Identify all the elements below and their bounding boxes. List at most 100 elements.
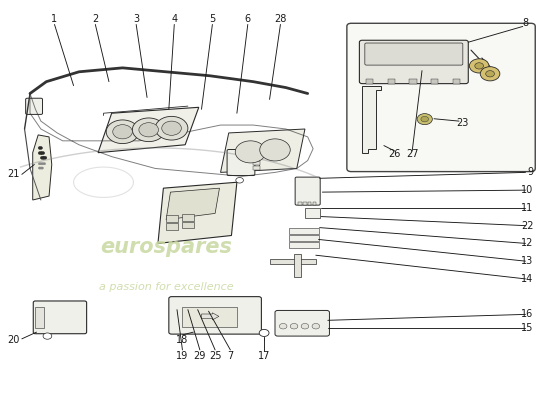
Circle shape [235,141,266,163]
Polygon shape [221,129,305,172]
FancyBboxPatch shape [33,301,86,334]
Circle shape [38,167,41,169]
Text: 14: 14 [521,274,534,284]
Bar [183,307,237,327]
Circle shape [486,71,494,77]
FancyBboxPatch shape [295,177,320,205]
Bar [289,228,318,234]
Bar [289,242,318,248]
Bar [388,79,395,84]
Bar [253,166,260,170]
Bar [302,202,306,205]
Text: 2: 2 [92,14,98,24]
Circle shape [42,156,47,159]
Circle shape [43,333,52,339]
Polygon shape [166,188,219,220]
Circle shape [38,146,42,150]
Bar [312,202,316,205]
Text: 18: 18 [177,335,189,345]
Text: 11: 11 [521,203,534,213]
Text: 20: 20 [8,335,20,345]
Text: a passion for excellence: a passion for excellence [99,282,233,292]
Circle shape [133,118,165,142]
Bar [453,79,460,84]
Circle shape [42,162,46,165]
Text: 15: 15 [521,323,534,333]
Text: 26: 26 [389,149,401,159]
Circle shape [259,329,269,336]
Text: 21: 21 [8,169,20,179]
Circle shape [139,123,158,137]
Bar [294,254,301,277]
Circle shape [38,162,41,165]
Circle shape [155,116,188,140]
Bar [366,79,373,84]
Circle shape [38,152,42,155]
Circle shape [301,324,309,329]
Text: 5: 5 [209,14,216,24]
Text: 23: 23 [456,118,469,128]
Text: 29: 29 [194,351,206,361]
Bar [431,79,438,84]
FancyBboxPatch shape [275,310,329,336]
Text: 10: 10 [521,185,534,195]
Circle shape [162,121,182,135]
FancyBboxPatch shape [347,23,535,172]
Text: 7: 7 [227,351,234,361]
Text: 12: 12 [521,238,534,248]
Text: 4: 4 [171,14,177,24]
Text: 9: 9 [527,167,533,177]
Text: 16: 16 [521,309,534,319]
Polygon shape [98,107,199,153]
Circle shape [312,324,320,329]
Text: 6: 6 [245,14,251,24]
Bar [253,155,260,158]
Bar [232,158,258,170]
FancyBboxPatch shape [26,98,42,114]
Circle shape [279,324,287,329]
Circle shape [236,178,244,183]
FancyBboxPatch shape [169,297,261,334]
FancyBboxPatch shape [365,43,463,65]
FancyArrow shape [201,313,219,320]
Text: 8: 8 [522,18,529,28]
Circle shape [106,120,139,144]
Bar [166,223,178,230]
Circle shape [40,156,45,159]
Bar [35,306,43,328]
Polygon shape [158,182,237,243]
FancyBboxPatch shape [359,40,468,84]
Bar [183,214,194,220]
Circle shape [469,59,489,73]
Bar [183,222,194,228]
Text: 27: 27 [406,149,419,159]
Circle shape [113,125,133,139]
Circle shape [260,139,290,161]
Bar [298,202,302,205]
Text: 22: 22 [521,221,534,231]
Text: 19: 19 [177,351,189,361]
Circle shape [290,324,298,329]
Circle shape [475,63,483,69]
Polygon shape [362,86,381,153]
Circle shape [40,162,43,165]
Text: 17: 17 [258,351,270,361]
Circle shape [40,152,45,155]
Bar [166,215,178,222]
Circle shape [417,114,432,125]
Bar [305,208,320,218]
FancyBboxPatch shape [227,150,255,176]
Text: eurospares: eurospares [100,237,232,257]
Circle shape [40,167,43,169]
Bar [270,259,316,264]
Bar [410,79,416,84]
Circle shape [421,116,428,122]
Text: 25: 25 [209,351,221,361]
Text: 28: 28 [274,14,287,24]
Text: 1: 1 [52,14,58,24]
Circle shape [480,67,500,81]
Text: 3: 3 [133,14,139,24]
Bar [307,202,311,205]
Bar [289,235,318,241]
Polygon shape [32,135,52,200]
